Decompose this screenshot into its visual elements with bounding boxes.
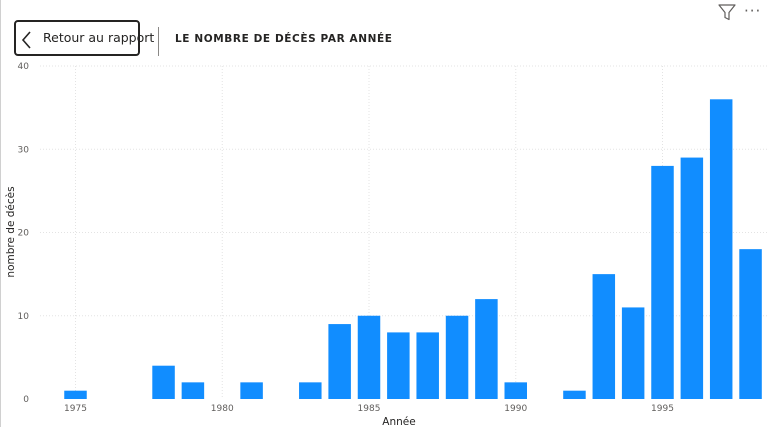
visual-title: LE NOMBRE DE DÉCÈS PAR ANNÉE xyxy=(175,33,393,45)
bar[interactable] xyxy=(739,249,762,399)
bar[interactable] xyxy=(152,365,175,399)
chart-bars xyxy=(64,99,762,400)
bar[interactable] xyxy=(445,315,469,399)
bar[interactable] xyxy=(621,307,645,399)
back-button-label: Retour au rapport xyxy=(43,30,155,45)
bar[interactable] xyxy=(504,382,528,399)
header-divider xyxy=(158,27,159,56)
bar[interactable] xyxy=(416,332,439,399)
bar[interactable] xyxy=(592,274,616,399)
bar[interactable] xyxy=(64,390,87,399)
bar[interactable] xyxy=(181,382,205,399)
y-tick-label: 20 xyxy=(18,229,30,239)
chevron-left-icon xyxy=(21,31,31,49)
y-axis-ticks: 0 10 20 30 40 xyxy=(18,62,30,405)
back-to-report-button[interactable]: Retour au rapport xyxy=(14,20,154,56)
report-canvas-edge xyxy=(0,0,1,427)
bar[interactable] xyxy=(328,324,351,399)
bar[interactable] xyxy=(387,332,410,399)
y-tick-label: 0 xyxy=(23,395,29,405)
chart-gridlines xyxy=(40,65,767,399)
more-options-icon[interactable]: ··· xyxy=(744,2,762,20)
y-tick-label: 10 xyxy=(18,312,30,322)
bar[interactable] xyxy=(563,390,586,399)
bar[interactable] xyxy=(357,315,381,399)
bar[interactable] xyxy=(299,382,322,399)
filter-icon[interactable] xyxy=(718,4,736,21)
y-axis-title: nombre de décès xyxy=(5,186,17,277)
bar[interactable] xyxy=(680,157,704,399)
x-axis-title: Année xyxy=(382,416,415,427)
y-tick-label: 40 xyxy=(18,62,30,72)
x-axis-ticks: 1975 1980 1985 1990 1995 xyxy=(64,404,674,414)
x-tick-label: 1990 xyxy=(504,404,527,414)
bar[interactable] xyxy=(475,299,498,399)
x-tick-label: 1995 xyxy=(651,404,674,414)
x-tick-label: 1980 xyxy=(211,404,234,414)
bar[interactable] xyxy=(709,99,733,400)
bar[interactable] xyxy=(651,165,674,399)
bar[interactable] xyxy=(240,382,263,399)
x-tick-label: 1985 xyxy=(358,404,381,414)
y-tick-label: 30 xyxy=(18,145,30,155)
x-tick-label: 1975 xyxy=(64,404,87,414)
